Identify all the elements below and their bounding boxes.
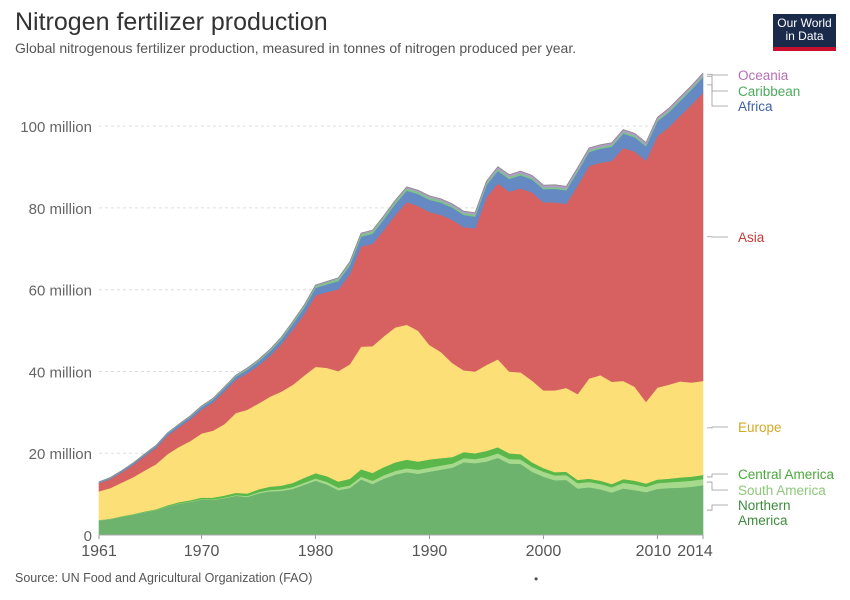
label-leader-line xyxy=(707,473,728,478)
series-label-europe[interactable]: Europe xyxy=(738,420,782,435)
series-label-oceania[interactable]: Oceania xyxy=(738,68,789,83)
logo-line-1: Our World xyxy=(777,16,832,30)
y-tick-label: 20 million xyxy=(29,446,92,463)
y-tick-label: 0 xyxy=(84,528,92,545)
x-axis-tick-labels: 1961 1970 1980 1990 2000 2010 2014 xyxy=(81,534,713,560)
series-label-asia[interactable]: Asia xyxy=(738,230,765,245)
y-tick-label: 100 million xyxy=(20,119,92,136)
x-tick-label: 2010 xyxy=(636,543,672,560)
label-leader-line xyxy=(707,75,728,92)
x-tick-label: 1961 xyxy=(81,543,117,560)
x-tick-label: 2014 xyxy=(677,543,713,560)
label-leader-line xyxy=(707,84,728,107)
label-leader-line xyxy=(707,481,728,491)
series-label-northern-america[interactable]: America xyxy=(738,513,788,528)
x-tick-label: 1980 xyxy=(298,543,334,560)
logo-line-2: in Data xyxy=(785,29,824,43)
label-leader-line xyxy=(707,426,728,429)
x-tick-label: 1970 xyxy=(184,543,220,560)
series-label-south-america[interactable]: South America xyxy=(738,483,826,498)
series-label-northern-america[interactable]: Northern xyxy=(738,498,791,513)
area-series xyxy=(98,72,704,536)
chart-subtitle: Global nitrogenous fertilizer production… xyxy=(15,40,577,56)
y-axis-tick-labels: 0 20 million 40 million 60 million 80 millio… xyxy=(20,119,92,545)
total-outline xyxy=(98,72,704,483)
footer-dot: • xyxy=(534,572,539,586)
owid-logo[interactable]: Our World in Data xyxy=(773,14,836,51)
source-note[interactable]: Source: UN Food and Agricultural Organiz… xyxy=(15,571,313,585)
series-label-africa[interactable]: Africa xyxy=(738,99,773,114)
chart-title: Nitrogen fertilizer production xyxy=(15,8,328,36)
series-label-caribbean[interactable]: Caribbean xyxy=(738,84,800,99)
y-tick-label: 60 million xyxy=(29,283,92,300)
series-label-central-america[interactable]: Central America xyxy=(738,467,835,482)
label-leader-line xyxy=(707,73,728,76)
label-leader-line xyxy=(707,504,728,511)
x-tick-label: 1990 xyxy=(412,543,448,560)
y-tick-label: 40 million xyxy=(29,364,92,381)
x-tick-label: 2000 xyxy=(526,543,562,560)
y-tick-label: 80 million xyxy=(29,201,92,218)
